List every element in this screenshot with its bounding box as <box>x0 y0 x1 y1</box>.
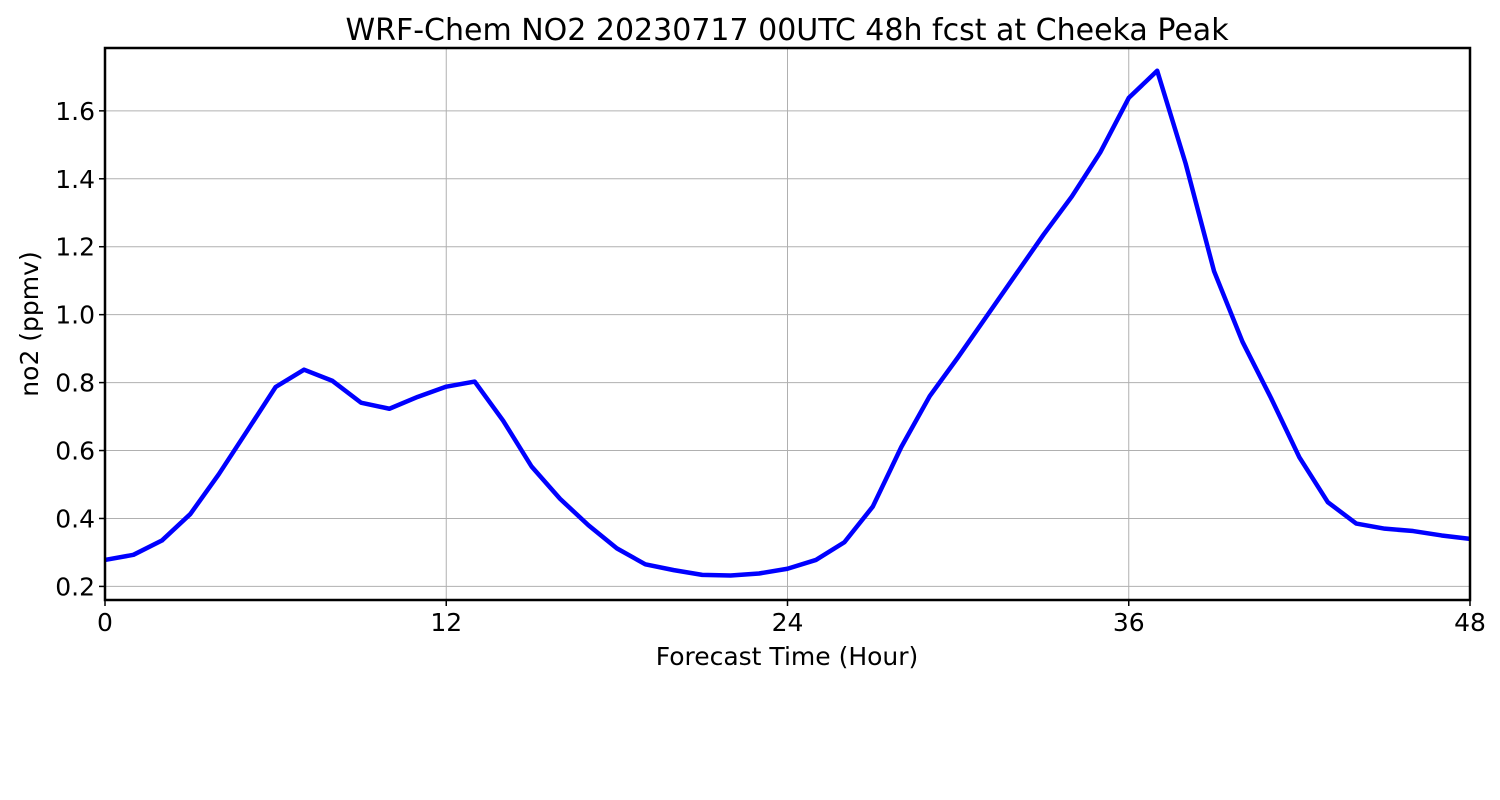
series-layer <box>104 68 1471 578</box>
x-tick-label: 24 <box>772 608 804 637</box>
y-tick-label: 0.2 <box>55 572 95 601</box>
grid <box>104 48 1471 600</box>
x-axis-label: Forecast Time (Hour) <box>656 642 919 671</box>
x-tick-label: 0 <box>97 608 113 637</box>
y-tick-label: 0.4 <box>55 504 95 533</box>
chart-title: WRF-Chem NO2 20230717 00UTC 48h fcst at … <box>345 13 1229 48</box>
y-tick-label: 1.6 <box>55 97 95 126</box>
no2-series-line <box>104 68 1471 578</box>
y-tick-label: 1.0 <box>55 301 95 330</box>
y-tick-label: 1.4 <box>55 165 95 194</box>
x-tick-label: 48 <box>1454 608 1486 637</box>
y-axis-ticks: 0.2 0.4 0.6 0.8 1.0 1.2 1.4 1.6 <box>55 97 105 601</box>
y-tick-label: 0.6 <box>55 437 95 466</box>
y-tick-label: 0.8 <box>55 369 95 398</box>
x-tick-label: 36 <box>1113 608 1145 637</box>
x-tick-label: 12 <box>430 608 462 637</box>
y-tick-label: 1.2 <box>55 233 95 262</box>
x-axis-ticks: 0 12 24 36 48 <box>97 600 1486 637</box>
y-axis-label: no2 (ppmv) <box>15 251 44 396</box>
